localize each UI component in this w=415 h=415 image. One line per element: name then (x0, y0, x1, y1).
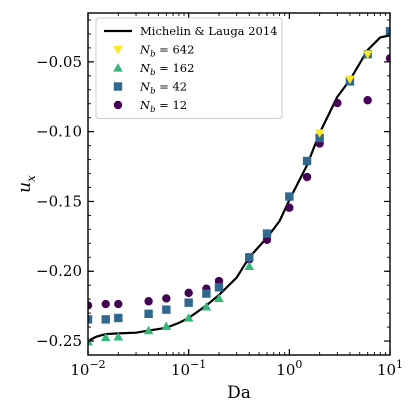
data-point (162, 294, 171, 303)
data-point (184, 298, 193, 307)
axis-ticks: 10−2 10−1 100 101 −0.25 −0.20 −0.15 −0.10 −0.05 (36, 13, 403, 379)
legend-entry: Nb = 162 (113, 61, 194, 78)
legend-label: Nb = 162 (139, 61, 194, 78)
y-tick-label: −0.20 (36, 262, 82, 280)
legend-label: Nb = 12 (139, 98, 187, 115)
data-point (144, 309, 153, 319)
legend-box (95, 17, 283, 119)
data-point (88, 336, 93, 346)
y-tick-label: −0.05 (36, 53, 82, 71)
series-line-michelin-lauga (88, 34, 390, 343)
x-tick-label: 10−1 (171, 358, 206, 379)
data-point (184, 288, 193, 298)
data-point (385, 26, 390, 36)
data-point (201, 302, 212, 311)
series-nb642 (314, 50, 373, 138)
data-point (362, 50, 373, 60)
data-point (285, 192, 294, 201)
data-point (100, 332, 111, 342)
y-tick-label: −0.25 (36, 332, 82, 350)
x-tick-label: 101 (377, 358, 403, 379)
data-point (302, 156, 312, 166)
data-point (144, 297, 153, 306)
data-point (101, 315, 110, 324)
legend-entry: Nb = 12 (113, 98, 187, 115)
legend-label: Nb = 42 (139, 80, 187, 97)
x-tick-label: 100 (276, 358, 302, 379)
legend-marker-swatch (113, 82, 123, 91)
data-point (244, 261, 255, 270)
legend-marker-swatch (113, 63, 123, 72)
legend-label: Michelin & Lauga 2014 (140, 24, 277, 38)
data-point (245, 253, 254, 262)
data-point (285, 203, 294, 212)
y-axis-label: ux (15, 175, 38, 193)
data-point (214, 283, 224, 292)
data-point (113, 332, 124, 341)
data-point (88, 301, 93, 310)
y-tick-label: −0.15 (36, 192, 82, 210)
x-axis-label: Da (227, 383, 251, 403)
data-point (345, 75, 355, 85)
data-point (101, 299, 110, 309)
data-point (161, 321, 172, 331)
legend-label: Nb = 642 (139, 43, 194, 60)
plot-frame (87, 12, 391, 356)
y-tick-label: −0.10 (36, 123, 82, 141)
x-tick-label: 10−2 (70, 358, 105, 379)
data-point (385, 54, 390, 63)
data-point (114, 313, 123, 323)
data-point (88, 315, 93, 324)
legend-marker-swatch (113, 45, 123, 55)
data-point (162, 305, 171, 314)
series-nb162 (88, 261, 255, 346)
legend-entry: Michelin & Lauga 2014 (104, 24, 277, 38)
legend-entry: Nb = 42 (113, 80, 187, 97)
data-point (315, 133, 324, 143)
data-point (202, 289, 211, 298)
legend-entry: Nb = 642 (113, 43, 194, 60)
data-point (143, 325, 154, 335)
data-point (262, 229, 272, 238)
data-point (214, 293, 224, 303)
plot-content (88, 26, 390, 346)
data-point (183, 313, 194, 322)
data-point (314, 129, 325, 138)
data-point (363, 96, 372, 105)
data-point (114, 299, 123, 309)
data-point (302, 172, 312, 182)
legend-marker-swatch (113, 100, 123, 110)
data-point (333, 98, 342, 108)
